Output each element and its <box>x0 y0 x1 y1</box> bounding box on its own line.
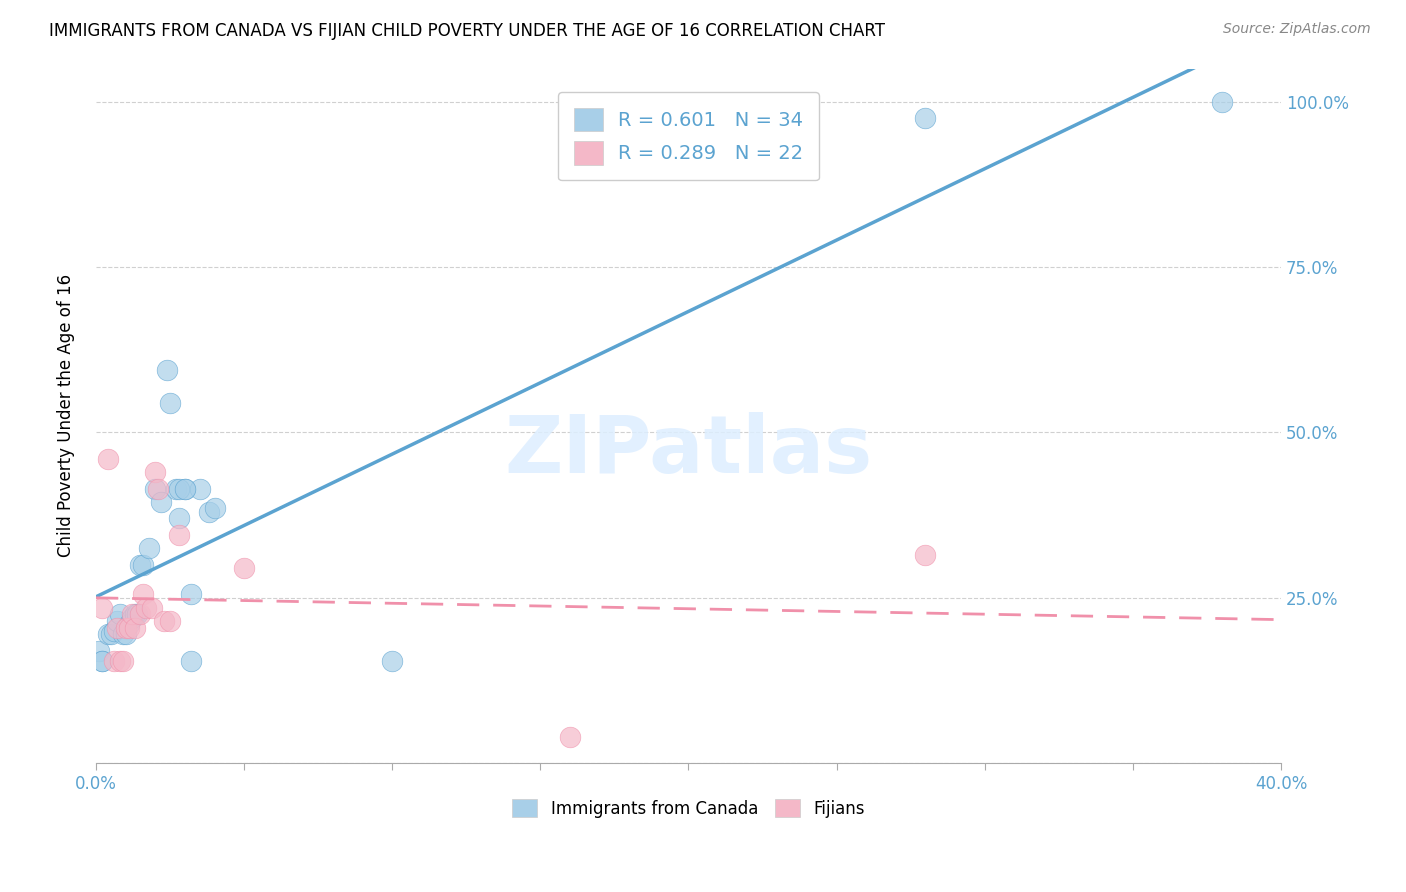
Point <box>121 610 143 624</box>
Point <box>148 482 170 496</box>
Point <box>914 548 936 562</box>
Point <box>108 654 131 668</box>
Point <box>117 620 139 634</box>
Legend: Immigrants from Canada, Fijians: Immigrants from Canada, Fijians <box>506 793 872 824</box>
Point <box>173 482 195 496</box>
Point <box>180 654 202 668</box>
Point <box>105 614 128 628</box>
Point <box>914 111 936 125</box>
Point <box>129 607 152 622</box>
Text: IMMIGRANTS FROM CANADA VS FIJIAN CHILD POVERTY UNDER THE AGE OF 16 CORRELATION C: IMMIGRANTS FROM CANADA VS FIJIAN CHILD P… <box>49 22 886 40</box>
Point <box>91 654 114 668</box>
Point <box>100 627 122 641</box>
Point <box>1211 95 1233 109</box>
Text: ZIPatlas: ZIPatlas <box>505 411 873 490</box>
Point <box>204 501 226 516</box>
Point <box>156 362 179 376</box>
Point <box>233 561 256 575</box>
Point <box>141 600 163 615</box>
Point <box>103 654 125 668</box>
Point <box>91 600 114 615</box>
Point <box>91 654 114 668</box>
Point <box>165 482 187 496</box>
Point <box>135 600 157 615</box>
Point <box>180 587 202 601</box>
Point <box>103 624 125 638</box>
Point <box>143 482 166 496</box>
Point <box>132 558 155 572</box>
Point <box>117 617 139 632</box>
Point <box>159 395 181 409</box>
Point <box>197 505 219 519</box>
Point <box>114 620 136 634</box>
Point <box>173 482 195 496</box>
Point <box>105 620 128 634</box>
Point <box>97 627 120 641</box>
Point <box>381 654 404 668</box>
Point <box>124 620 146 634</box>
Point <box>129 558 152 572</box>
Point <box>111 627 134 641</box>
Point <box>167 482 190 496</box>
Point <box>121 607 143 622</box>
Point <box>159 614 181 628</box>
Point <box>150 495 173 509</box>
Point <box>124 607 146 622</box>
Text: Source: ZipAtlas.com: Source: ZipAtlas.com <box>1223 22 1371 37</box>
Point <box>87 643 110 657</box>
Point <box>167 511 190 525</box>
Point <box>138 541 160 555</box>
Point <box>143 465 166 479</box>
Point <box>132 587 155 601</box>
Point <box>127 607 149 622</box>
Point <box>558 730 581 744</box>
Point <box>153 614 176 628</box>
Point <box>167 528 190 542</box>
Point <box>114 627 136 641</box>
Point <box>108 607 131 622</box>
Y-axis label: Child Poverty Under the Age of 16: Child Poverty Under the Age of 16 <box>58 274 75 558</box>
Point <box>188 482 211 496</box>
Point <box>111 654 134 668</box>
Point <box>97 451 120 466</box>
